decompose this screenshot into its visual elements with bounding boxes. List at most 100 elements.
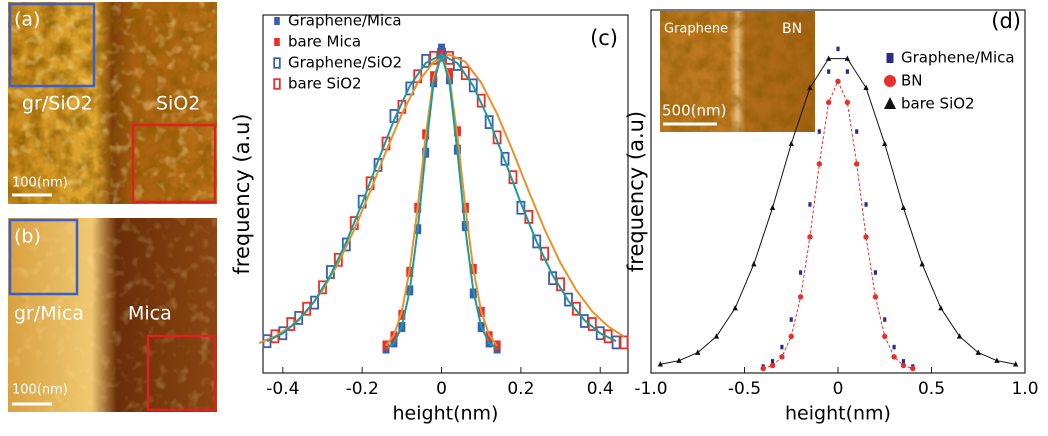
legend-label: BN — [901, 72, 923, 90]
marker — [548, 271, 558, 286]
marker — [789, 317, 793, 322]
marker — [500, 151, 510, 166]
x-tick-label: -0.2 — [346, 379, 379, 399]
x-tick-label: 0.5 — [918, 379, 945, 399]
red-box — [131, 123, 217, 204]
marker — [302, 301, 312, 316]
marker — [827, 69, 831, 74]
marker — [572, 301, 581, 316]
marker — [445, 68, 453, 79]
marker — [333, 252, 343, 267]
fit-line — [385, 51, 498, 350]
marker — [595, 326, 605, 341]
marker — [273, 57, 281, 69]
legend-label: Graphene/SiO2 — [288, 54, 402, 72]
plot-frame — [262, 14, 629, 374]
marker — [886, 53, 894, 63]
x-tick-label: 1.0 — [1011, 379, 1038, 399]
marker — [799, 270, 803, 275]
x-tick-label: -1.0 — [634, 379, 667, 399]
fit-line — [385, 51, 498, 347]
panel-label: (c) — [590, 26, 618, 50]
marker — [484, 115, 494, 129]
legend-label: bare SiO2 — [288, 75, 362, 93]
marker — [884, 75, 896, 87]
marker — [901, 359, 906, 364]
marker — [883, 317, 887, 322]
marker — [619, 335, 629, 350]
fit-line — [266, 53, 617, 343]
image-texture — [660, 11, 815, 132]
region-label: Graphene — [664, 22, 728, 37]
legend: Graphene/Mica bare Mica Graphene/SiO2 bare … — [273, 12, 402, 93]
region-label: gr/Mica — [14, 303, 84, 325]
panel-label: (d) — [991, 9, 1021, 33]
marker — [845, 69, 849, 74]
marker — [274, 38, 280, 46]
marker — [405, 81, 415, 96]
marker — [816, 161, 822, 167]
marker — [780, 344, 784, 350]
marker — [844, 99, 851, 106]
marker — [611, 335, 621, 350]
legend-label: bare Mica — [288, 33, 361, 51]
marker — [273, 78, 281, 90]
scale-label: 100(nm) — [12, 176, 68, 191]
y-axis-label: frequency (a.u) — [624, 111, 648, 272]
scale-label: 100(nm) — [12, 383, 68, 398]
x-tick-label: 0.4 — [587, 379, 614, 399]
x-tick-label: 0 — [833, 379, 844, 399]
image-texture — [8, 218, 217, 412]
marker — [770, 359, 775, 364]
series — [270, 50, 629, 350]
x-axis-label: height(nm) — [393, 403, 499, 425]
x-tick-label: -0.5 — [728, 379, 761, 399]
marker — [884, 97, 896, 109]
series — [262, 47, 621, 350]
inset-image: Graphene BN 500(nm) — [660, 11, 815, 132]
marker — [855, 129, 859, 134]
region-label: BN — [782, 21, 802, 37]
marker — [863, 234, 869, 240]
y-axis-label: frequency (a.u) — [230, 113, 254, 274]
panel-label: (b) — [14, 226, 41, 248]
marker — [274, 17, 280, 25]
panel-label: (a) — [14, 9, 40, 31]
chart: Graphene BN 500(nm) -1.0 -0.5 0 0.5 1.0 height(n… — [624, 9, 1039, 425]
red-box — [146, 334, 217, 412]
marker — [398, 309, 406, 320]
marker — [318, 280, 327, 295]
x-axis-label: height(nm) — [785, 403, 891, 425]
marker — [310, 295, 319, 310]
afm-image-a: (a) gr/SiO2 SiO2 100(nm) — [8, 2, 217, 204]
fit-line — [660, 58, 1016, 365]
x-tick-label: 0.2 — [507, 379, 534, 399]
chart: -0.4 -0.2 0 0.2 0.4 height(nm) frequency (a.u)… — [230, 12, 629, 425]
marker — [564, 292, 573, 307]
marker — [873, 270, 877, 275]
marker — [864, 202, 868, 207]
marker — [808, 202, 812, 207]
blue-box — [8, 218, 79, 296]
marker — [437, 47, 446, 62]
marker — [460, 66, 470, 81]
image-texture — [8, 2, 217, 204]
scale-label: 500(nm) — [662, 102, 726, 120]
marker — [492, 130, 502, 145]
legend-label: Graphene/Mica — [288, 12, 402, 30]
marker — [294, 311, 304, 325]
region-label: SiO2 — [156, 93, 200, 115]
marker — [872, 294, 879, 300]
marker — [817, 129, 821, 134]
region-label: Mica — [128, 303, 172, 325]
marker — [468, 78, 478, 93]
fit-line — [258, 53, 625, 344]
marker — [532, 234, 542, 249]
x-tick-label: 0 — [436, 379, 447, 399]
region-label: gr/SiO2 — [22, 93, 93, 115]
blue-box — [8, 2, 96, 88]
legend-label: bare SiO2 — [901, 95, 975, 113]
x-tick-label: -0.4 — [266, 379, 299, 399]
legend: Graphene/Mica BN bare SiO2 — [884, 49, 1015, 113]
